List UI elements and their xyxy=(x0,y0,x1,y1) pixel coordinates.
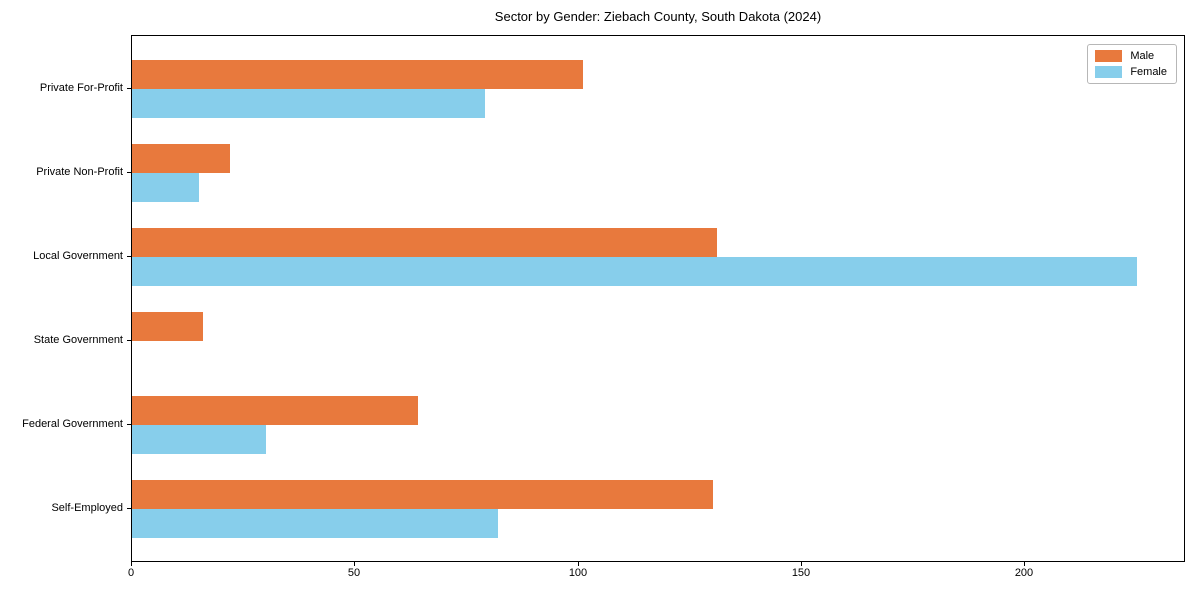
x-tick-label-100: 100 xyxy=(568,567,588,579)
y-tick-mark xyxy=(127,508,131,509)
x-tick-mark xyxy=(131,562,132,566)
legend-label-female: Female xyxy=(1130,66,1167,78)
bar-male-private-for-profit xyxy=(132,60,583,89)
y-tick-mark xyxy=(127,172,131,173)
y-tick-label-local-government: Local Government xyxy=(33,250,123,262)
plot-area: Male Female xyxy=(131,35,1185,562)
bar-female-local-government xyxy=(132,257,1137,286)
x-tick-label-200: 200 xyxy=(1014,567,1034,579)
bar-male-self-employed xyxy=(132,480,713,509)
y-tick-mark xyxy=(127,256,131,257)
bar-male-federal-government xyxy=(132,396,418,425)
legend-label-male: Male xyxy=(1130,50,1155,62)
y-tick-label-federal-government: Federal Government xyxy=(22,418,123,430)
x-tick-label-50: 50 xyxy=(347,567,361,579)
x-tick-mark xyxy=(354,562,355,566)
bar-male-local-government xyxy=(132,228,717,257)
legend-item-male: Male xyxy=(1095,50,1167,62)
x-tick-mark xyxy=(578,562,579,566)
legend-item-female: Female xyxy=(1095,66,1167,78)
y-tick-label-self-employed: Self-Employed xyxy=(51,502,123,514)
legend-swatch-male-icon xyxy=(1095,50,1123,62)
bar-female-private-non-profit xyxy=(132,173,199,202)
x-tick-label-0: 0 xyxy=(127,567,135,579)
x-tick-mark xyxy=(1024,562,1025,566)
bar-female-federal-government xyxy=(132,425,266,454)
bar-male-state-government xyxy=(132,312,203,341)
chart-title: Sector by Gender: Ziebach County, South … xyxy=(494,9,822,24)
y-tick-label-private-for-profit: Private For-Profit xyxy=(39,82,123,94)
legend-swatch-female-icon xyxy=(1095,66,1123,78)
x-tick-label-150: 150 xyxy=(791,567,811,579)
x-tick-mark xyxy=(801,562,802,566)
legend: Male Female xyxy=(1087,44,1177,84)
y-tick-mark xyxy=(127,88,131,89)
y-tick-label-private-non-profit: Private Non-Profit xyxy=(36,166,123,178)
bar-female-self-employed xyxy=(132,509,498,538)
bar-female-private-for-profit xyxy=(132,89,485,118)
bar-male-private-non-profit xyxy=(132,144,230,173)
y-tick-label-state-government: State Government xyxy=(33,334,123,346)
y-tick-mark xyxy=(127,424,131,425)
y-tick-mark xyxy=(127,340,131,341)
